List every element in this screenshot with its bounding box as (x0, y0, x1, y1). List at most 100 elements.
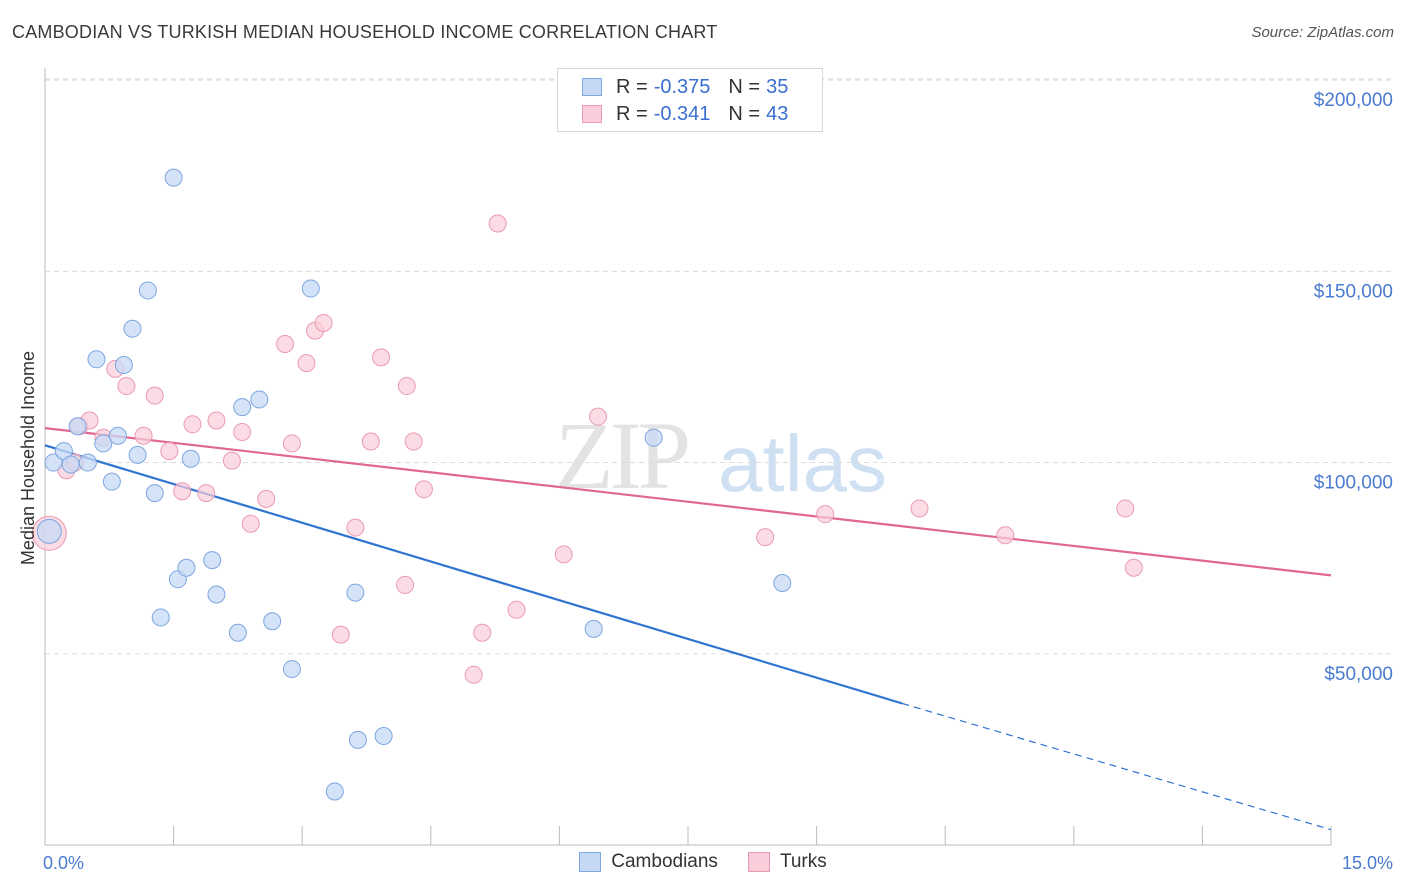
cambodians-point (301, 279, 320, 298)
turks-point (160, 442, 179, 461)
series-legend: Cambodians Turks (0, 851, 1406, 873)
turks-point (404, 432, 423, 451)
x-tick-label: 0.0% (43, 853, 84, 873)
turks-point (996, 526, 1015, 545)
cambodians-point (164, 168, 183, 187)
turks-point (588, 407, 607, 426)
cambodians-point (145, 484, 164, 503)
n-value: 35 (766, 75, 789, 98)
watermark-atlas: atlas (718, 419, 887, 508)
turks-point (397, 377, 416, 396)
turks-point (414, 480, 433, 499)
turks-point (117, 377, 136, 396)
n-label: N = (728, 102, 761, 125)
r-value: -0.375 (653, 75, 711, 98)
tick-labels: $50,000 $100,000 $150,000 $200,000 0.0% 15.0%… (18, 90, 1393, 873)
cambodians-point (61, 455, 80, 474)
cambodians-point (177, 558, 196, 577)
turks-trend-line (44, 427, 1332, 577)
y-tick-label: $200,000 (1314, 90, 1393, 111)
turks-point (241, 514, 260, 533)
source-credit: Source: ZipAtlas.com (1251, 24, 1394, 41)
turks-point (1124, 558, 1143, 577)
turks-point (173, 482, 192, 501)
n-value: 43 (766, 102, 789, 125)
cambodians-point (325, 782, 344, 801)
cambodians-point (181, 449, 200, 468)
cambodians-point (207, 585, 226, 604)
cambodians-point (346, 583, 365, 602)
cambodians-point (374, 727, 393, 746)
turks-point (910, 499, 929, 518)
cambodians-point (250, 390, 269, 409)
cambodians-point (36, 518, 62, 544)
turks-point (488, 214, 507, 233)
cambodians-point (228, 623, 247, 642)
turks-point (314, 313, 333, 332)
turks-point (756, 528, 775, 547)
legend-label: Turks (779, 851, 827, 872)
cambodians-point (78, 453, 97, 472)
turks-point (396, 575, 415, 594)
turks-point (816, 505, 835, 524)
legend-label: Cambodians (611, 851, 718, 872)
cambodians-point (348, 730, 367, 749)
cambodians-point (644, 428, 663, 447)
watermark-zip: ZIP (555, 402, 691, 509)
legend-item-cambodians[interactable]: Cambodians (579, 851, 718, 873)
n-label: N = (728, 75, 761, 98)
turks-point (372, 348, 391, 367)
cambodians-trend-extension (902, 702, 1332, 831)
turks-point (257, 489, 276, 508)
r-label: R = (616, 102, 648, 125)
cambodians-point (108, 426, 127, 445)
turks-point (464, 665, 483, 684)
axes (44, 68, 1332, 846)
turks-point (297, 354, 316, 373)
turks-point (361, 432, 380, 451)
cambodians-point (94, 434, 113, 453)
cambodians-point (282, 660, 301, 679)
y-tick-label: $50,000 (1324, 664, 1393, 685)
cambodians-point (128, 445, 147, 464)
turks-point (282, 434, 301, 453)
cambodians-point (151, 608, 170, 627)
r-label: R = (616, 75, 648, 98)
cambodians-point (123, 319, 142, 338)
chart-title: CAMBODIAN VS TURKISH MEDIAN HOUSEHOLD IN… (12, 22, 718, 42)
r-value: -0.341 (653, 102, 711, 125)
turks-point (134, 426, 153, 445)
y-tick-label: $100,000 (1314, 473, 1393, 494)
turks-point (233, 422, 252, 441)
turks-swatch-icon (582, 105, 602, 123)
turks-point (1116, 499, 1135, 518)
turks-point (554, 545, 573, 564)
legend-row-turks: R = -0.341 N = 43 (582, 101, 788, 127)
y-axis-title: Median Household Income (18, 351, 38, 565)
cambodians-point (263, 612, 282, 631)
cambodians-point (114, 356, 133, 375)
turks-point (145, 386, 164, 405)
legend-item-turks[interactable]: Turks (747, 851, 827, 873)
cambodians-point (233, 398, 252, 417)
cambodians-point (203, 551, 222, 570)
turks-point (197, 484, 216, 503)
grid-lines (45, 78, 1395, 655)
cambodians-point (68, 417, 87, 436)
cambodians-point (773, 574, 792, 593)
turks-point (331, 625, 350, 644)
turks-point (346, 518, 365, 537)
cambodians-point (138, 281, 157, 300)
legend-row-cambodians: R = -0.375 N = 35 (582, 74, 788, 100)
cambodians-swatch-icon (579, 852, 602, 872)
y-tick-label: $150,000 (1314, 281, 1393, 302)
turks-point (222, 451, 241, 470)
turks-point (207, 411, 226, 430)
turks-point (473, 623, 492, 642)
cambodians-point (102, 472, 121, 491)
turks-point (183, 415, 202, 434)
cambodians-point (584, 619, 603, 638)
cambodians-swatch-icon (582, 78, 602, 96)
cambodians-point (87, 350, 106, 369)
